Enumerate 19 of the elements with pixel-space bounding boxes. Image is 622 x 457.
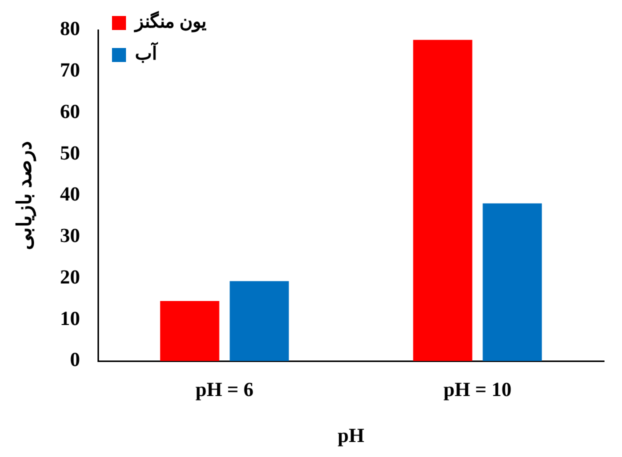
y-tick-label: 40 [60, 184, 80, 206]
bar [230, 281, 289, 361]
bar [413, 40, 472, 361]
y-tick-label: 70 [60, 60, 80, 82]
y-axis-title: درصد بازیابی [14, 141, 38, 250]
y-tick-label: 20 [60, 266, 80, 288]
x-tick-label: pH = 10 [443, 379, 512, 402]
legend-label: یون منگنز [133, 10, 206, 33]
y-tick-label: 50 [60, 142, 80, 164]
y-tick-label: 60 [60, 100, 80, 123]
x-axis-title: pH [338, 425, 365, 448]
y-tick-label: 10 [60, 308, 80, 330]
legend-label: آب [135, 42, 159, 64]
y-tick-label: 0 [70, 349, 80, 372]
y-tick-label: 30 [60, 225, 80, 248]
x-tick-label: pH = 6 [195, 379, 254, 402]
bar [160, 301, 220, 361]
bar [482, 203, 542, 361]
y-tick-label: 80 [60, 18, 80, 40]
